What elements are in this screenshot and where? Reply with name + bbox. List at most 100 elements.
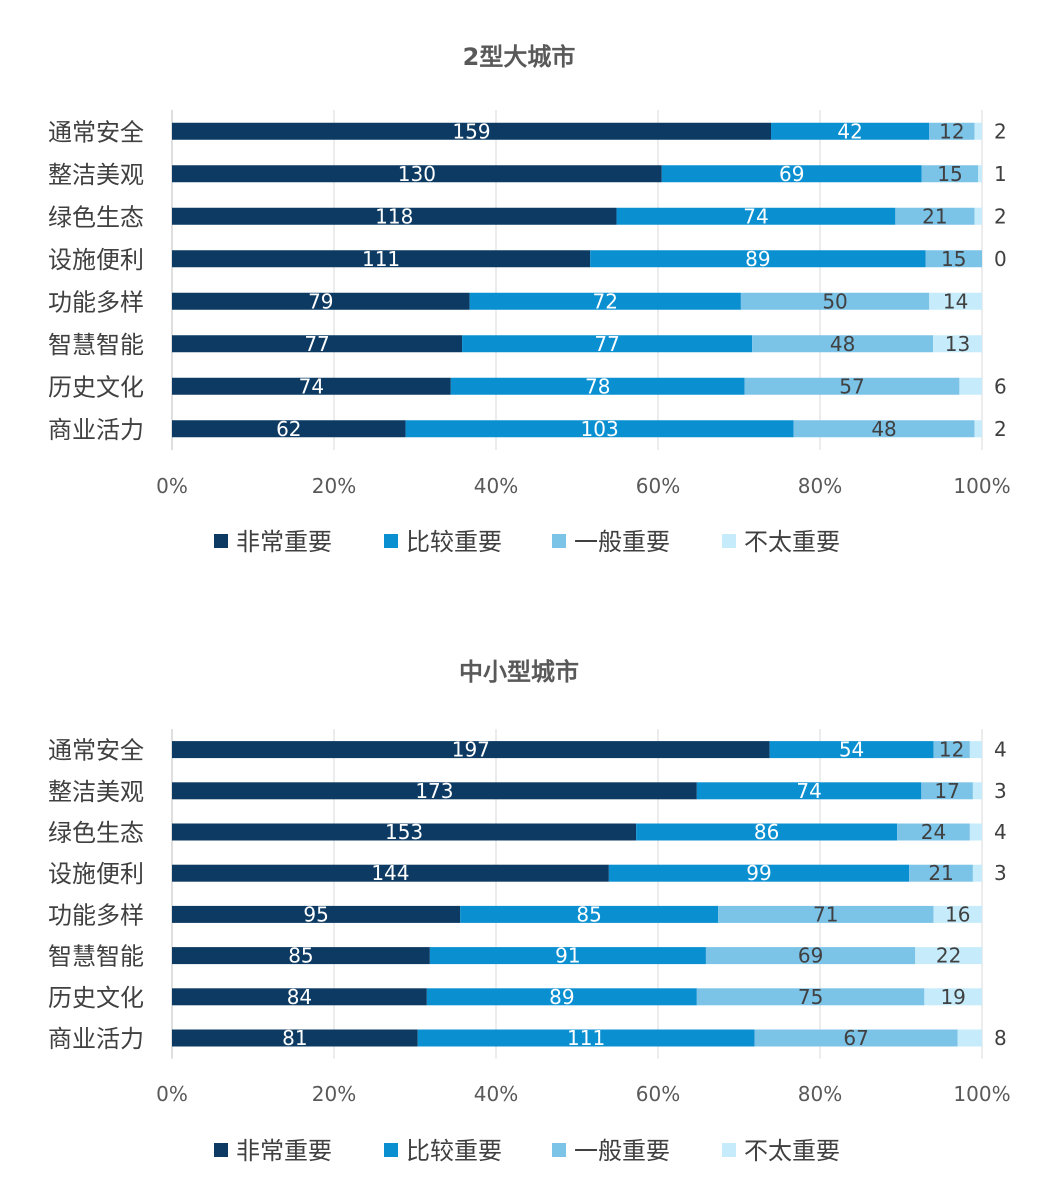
data-label: 57 <box>839 374 864 398</box>
data-label: 159 <box>452 119 490 143</box>
bar-segment <box>172 250 591 268</box>
bar-segment <box>172 1029 418 1047</box>
bar-segment <box>959 377 982 395</box>
bar-segment <box>769 741 934 759</box>
data-label: 197 <box>452 738 490 762</box>
data-label: 74 <box>796 779 821 803</box>
bar-segment <box>933 905 982 923</box>
data-label: 103 <box>581 417 619 441</box>
data-label: 81 <box>282 1026 307 1050</box>
data-label: 67 <box>843 1026 868 1050</box>
bar-segment <box>771 122 930 140</box>
bar-segment <box>978 165 982 183</box>
bar-segment <box>957 1029 982 1047</box>
legend-swatch <box>552 534 566 548</box>
chart-title: 2型大城市 <box>463 43 576 71</box>
data-label: 84 <box>287 985 312 1009</box>
data-label: 50 <box>822 289 847 313</box>
bar-segment <box>429 947 706 965</box>
bar-segment <box>974 122 982 140</box>
bar-segment <box>616 207 896 225</box>
legend-label: 比较重要 <box>406 528 502 556</box>
legend-swatch <box>214 534 228 548</box>
bar-segment <box>590 250 926 268</box>
bar-segment <box>172 420 406 438</box>
data-label: 1 <box>994 162 1007 186</box>
bar-segment <box>718 905 934 923</box>
bar-segment <box>417 1029 755 1047</box>
data-label: 0 <box>994 247 1007 271</box>
bar-segment <box>172 988 427 1006</box>
data-label: 69 <box>798 944 823 968</box>
bar-segment <box>929 292 982 310</box>
x-tick-label: 60% <box>636 474 680 498</box>
legend-label: 不太重要 <box>744 1137 840 1165</box>
legend-label: 不太重要 <box>744 528 840 556</box>
data-label: 16 <box>945 902 970 926</box>
data-label: 62 <box>276 417 301 441</box>
category-label: 绿色生态 <box>48 203 144 231</box>
category-label: 功能多样 <box>48 901 144 929</box>
data-label: 13 <box>945 332 970 356</box>
bar-segment <box>744 377 960 395</box>
data-label: 14 <box>943 289 968 313</box>
category-label: 功能多样 <box>48 288 144 316</box>
bar-segment <box>172 335 463 353</box>
category-label: 历史文化 <box>48 984 144 1012</box>
bar-segment <box>909 864 973 882</box>
legend-swatch <box>722 1143 736 1157</box>
bar-segment <box>933 335 982 353</box>
data-label: 2 <box>994 204 1007 228</box>
data-label: 71 <box>813 902 838 926</box>
legend-label: 非常重要 <box>236 528 332 556</box>
data-label: 2 <box>994 119 1007 143</box>
category-label: 通常安全 <box>48 118 144 146</box>
data-label: 48 <box>871 417 896 441</box>
data-label: 48 <box>830 332 855 356</box>
data-label: 77 <box>304 332 329 356</box>
category-label: 整洁美观 <box>48 161 144 189</box>
chart-title: 中小型城市 <box>459 658 579 686</box>
x-tick-label: 60% <box>636 1082 680 1106</box>
x-tick-label: 100% <box>953 1082 1010 1106</box>
data-label: 86 <box>754 820 779 844</box>
category-label: 整洁美观 <box>48 778 144 806</box>
data-label: 3 <box>994 779 1007 803</box>
bar-segment <box>921 165 979 183</box>
bar-segment <box>172 947 430 965</box>
category-label: 商业活力 <box>48 1025 144 1053</box>
category-label: 商业活力 <box>48 416 144 444</box>
bar-segment <box>172 165 662 183</box>
bar-segment <box>972 782 982 800</box>
category-label: 设施便利 <box>48 860 144 888</box>
legend-swatch <box>722 534 736 548</box>
legend-swatch <box>384 534 398 548</box>
bar-segment <box>172 377 451 395</box>
data-label: 72 <box>593 289 618 313</box>
legend-swatch <box>214 1143 228 1157</box>
x-tick-label: 40% <box>474 474 518 498</box>
legend-swatch <box>552 1143 566 1157</box>
data-label: 42 <box>837 119 862 143</box>
data-label: 4 <box>994 820 1007 844</box>
data-label: 74 <box>743 204 768 228</box>
data-label: 173 <box>415 779 453 803</box>
x-tick-label: 20% <box>312 474 356 498</box>
bar-segment <box>925 250 982 268</box>
data-label: 85 <box>288 944 313 968</box>
data-label: 3 <box>994 861 1007 885</box>
data-label: 130 <box>398 162 436 186</box>
data-label: 78 <box>585 374 610 398</box>
bar-segment <box>172 207 617 225</box>
data-label: 111 <box>362 247 400 271</box>
bar-segment <box>460 905 719 923</box>
bar-segment <box>172 741 770 759</box>
data-label: 19 <box>940 985 965 1009</box>
legend-label: 比较重要 <box>406 1137 502 1165</box>
bar-segment <box>172 782 697 800</box>
category-label: 通常安全 <box>48 737 144 765</box>
data-label: 21 <box>928 861 953 885</box>
bar-segment <box>172 823 637 841</box>
